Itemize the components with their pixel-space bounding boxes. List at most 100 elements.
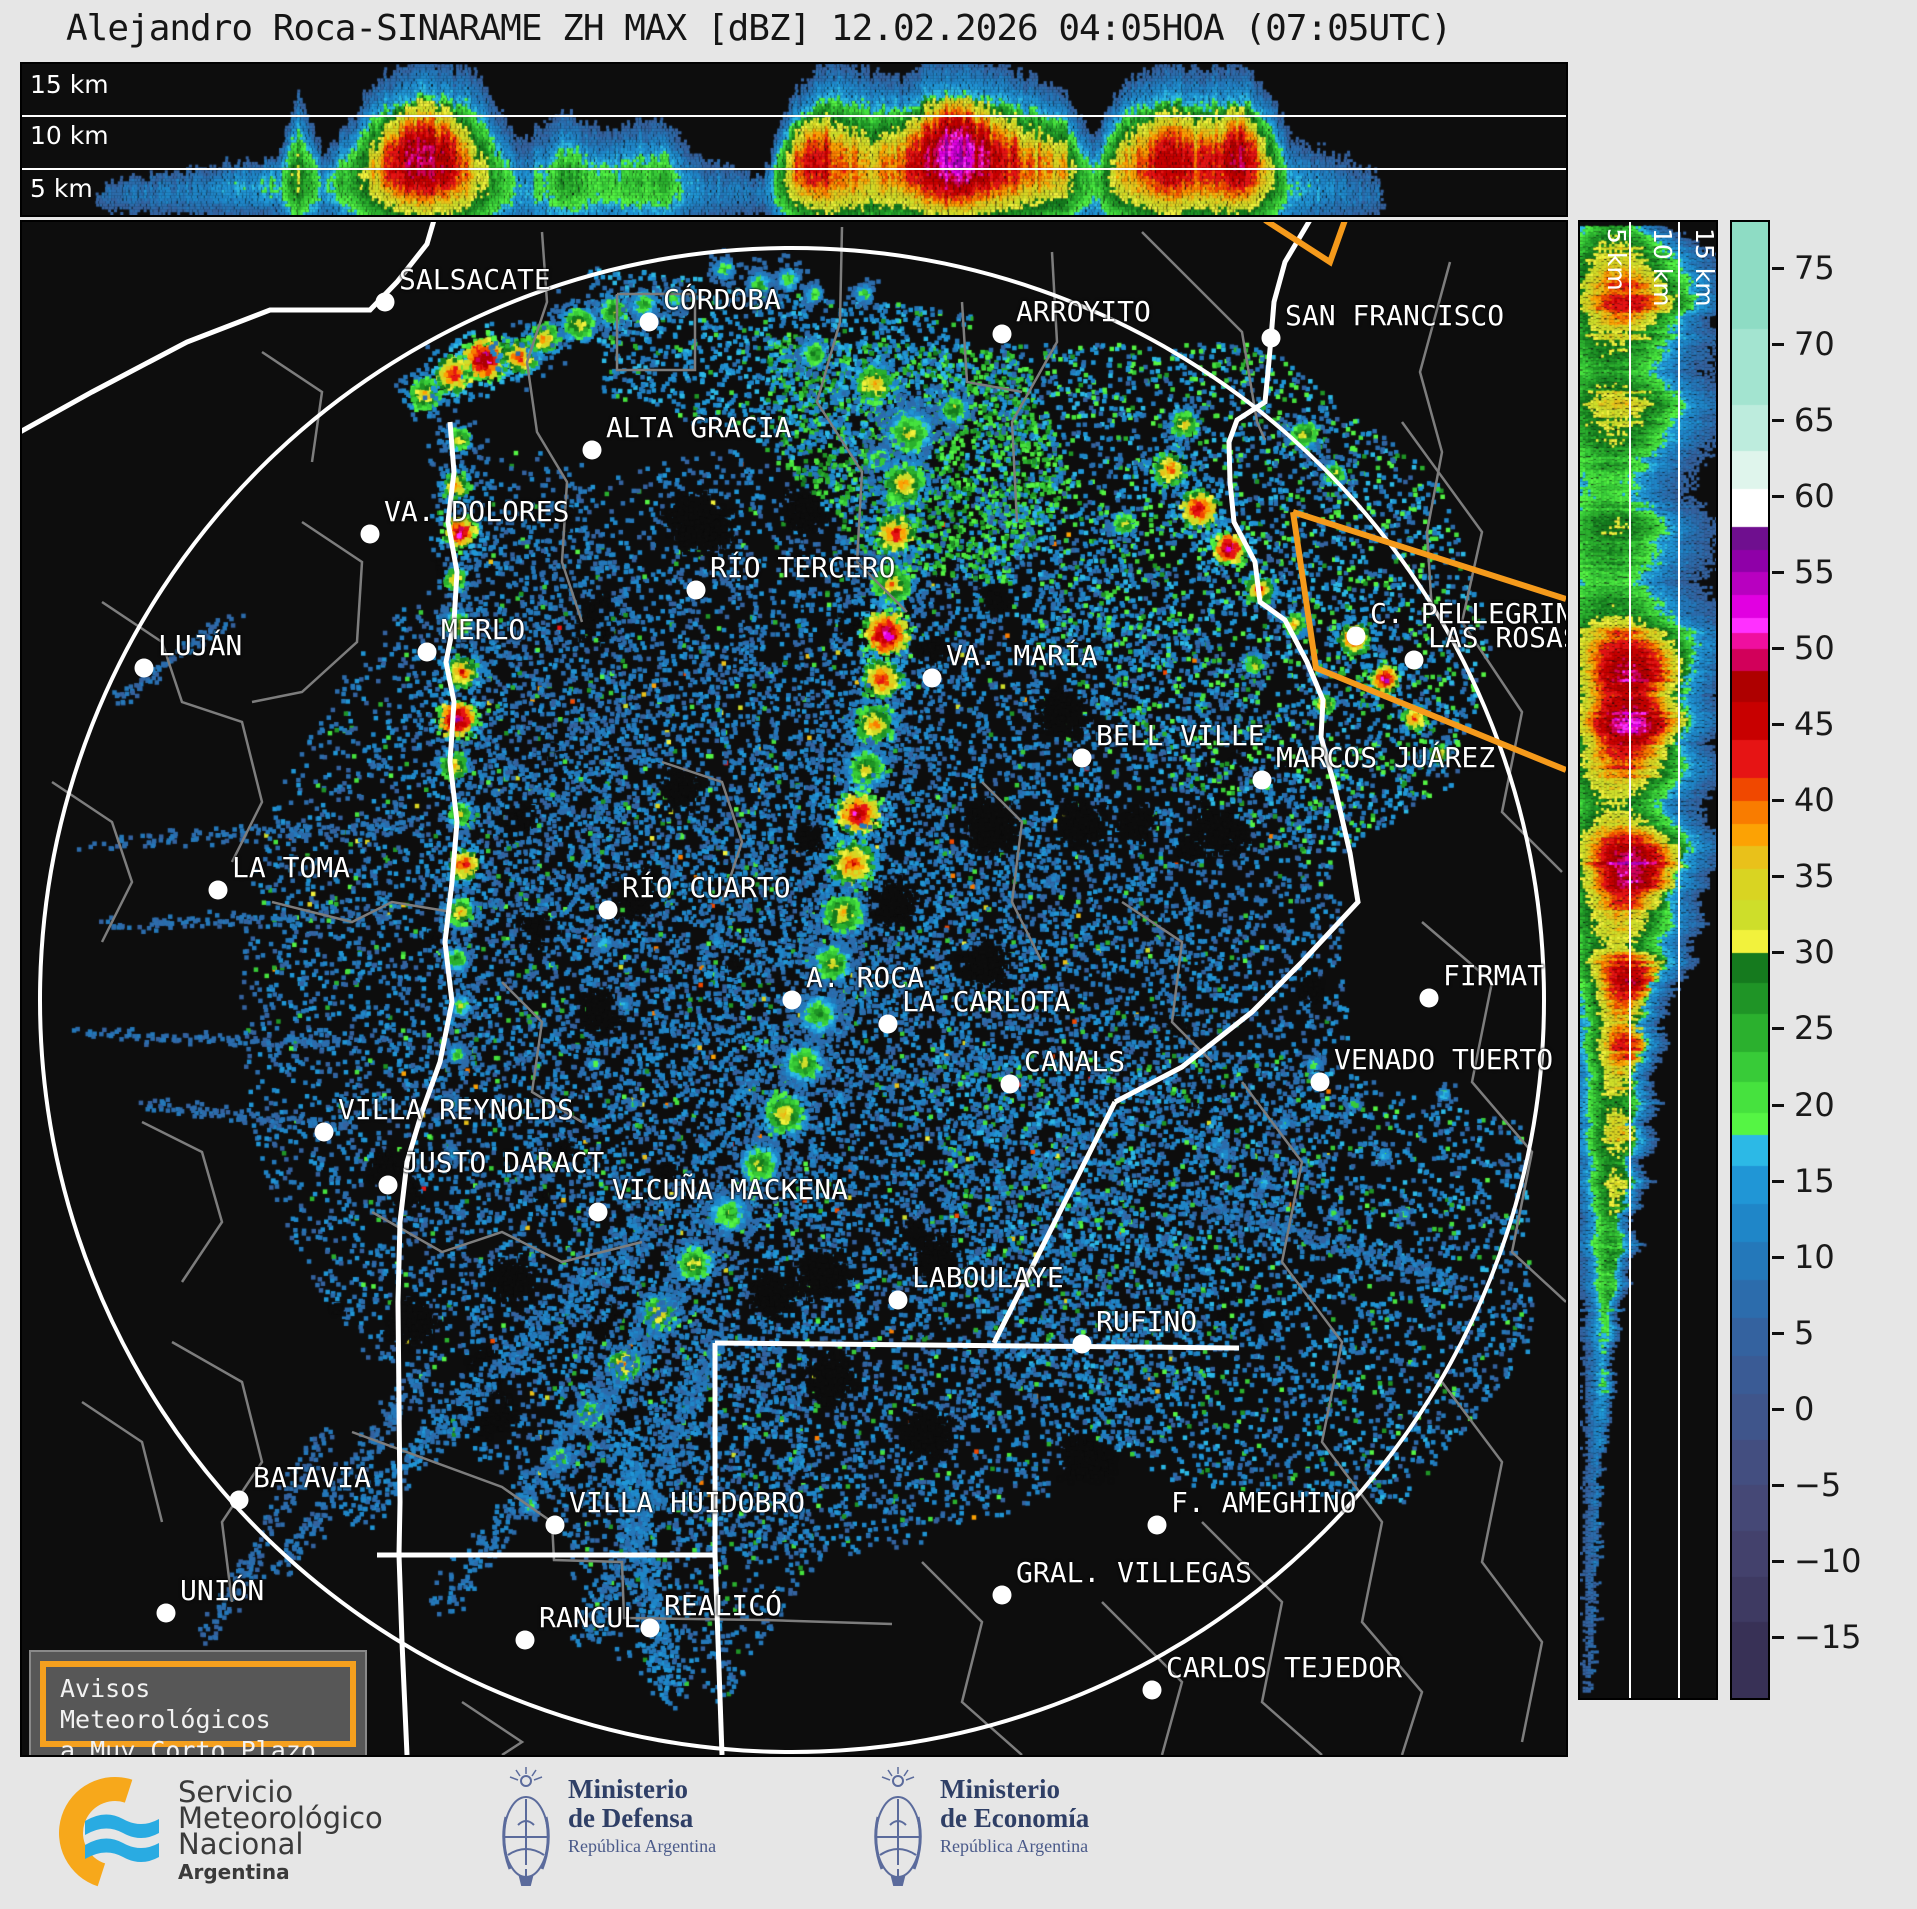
department-border-line (271, 900, 453, 924)
department-border-line (1441, 1381, 1544, 1743)
city-label: VENADO TUERTO (1334, 1043, 1554, 1076)
city-label: ALTA GRACIA (606, 411, 792, 444)
colorbar-tick (1772, 875, 1784, 879)
city-label: CANALS (1024, 1045, 1126, 1078)
province-border-line (395, 421, 460, 1755)
economia-logo-text: Ministerio de Economía República Argenti… (940, 1775, 1089, 1857)
city-label: GRAL. VILLEGAS (1016, 1556, 1253, 1589)
defensa-name2: de Defensa (568, 1803, 694, 1833)
colorbar-tick-label: 10 (1794, 1237, 1835, 1276)
city-dot (1072, 1334, 1092, 1354)
defensa-name1: Ministerio (568, 1774, 688, 1804)
colorbar-tick (1772, 418, 1784, 422)
city-label: RÍO CUARTO (622, 871, 791, 904)
footer-logos: Servicio Meteorológico Nacional Argentin… (0, 1761, 1917, 1909)
city-dot (639, 312, 659, 332)
city-dot (598, 900, 618, 920)
province-border-line (22, 222, 437, 434)
city-dot (417, 642, 437, 662)
colorbar-tick (1772, 1560, 1784, 1564)
city-dot (782, 990, 802, 1010)
height-label-10km: 10 km (30, 121, 109, 150)
city-label: JUSTO DARACT (402, 1146, 605, 1179)
top-cross-section-canvas (22, 64, 1566, 215)
height-label-5km-side: 5 km (1602, 228, 1631, 291)
dbz-colorbar-canvas (1732, 222, 1768, 1698)
city-label: CARLOS TEJEDOR (1166, 1651, 1403, 1684)
city-dot (1142, 1680, 1162, 1700)
colorbar-tick (1772, 570, 1784, 574)
city-dot (1072, 748, 1092, 768)
city-dot (515, 1630, 535, 1650)
colorbar-tick-label: 25 (1794, 1009, 1835, 1048)
department-border-line (81, 1400, 164, 1523)
city-label: VA. MARÍA (946, 639, 1098, 672)
warning-advisory-text: Avisos Meteorológicos a Muy Corto Plazo (40, 1661, 356, 1755)
economia-coat-of-arms-icon (874, 1765, 922, 1887)
warning-polygon-outline (1290, 511, 1566, 773)
city-dot (1419, 988, 1439, 1008)
department-border-line (141, 1120, 224, 1283)
colorbar-tick-label: 30 (1794, 933, 1835, 972)
city-label: SAN FRANCISCO (1285, 299, 1505, 332)
city-label: SALSACATE (399, 263, 551, 296)
colorbar-tick (1772, 1255, 1784, 1259)
city-label: ARROYITO (1016, 295, 1151, 328)
colorbar-tick-label: −10 (1794, 1542, 1862, 1581)
city-label: A. ROCA (806, 961, 925, 994)
city-dot (1000, 1074, 1020, 1094)
city-label: LUJÁN (158, 629, 243, 662)
side-cross-section-canvas (1580, 222, 1716, 1698)
colorbar-tick (1772, 723, 1784, 727)
smn-logo-icon (59, 1777, 159, 1887)
department-border-line (461, 1700, 525, 1755)
city-dot (992, 324, 1012, 344)
colorbar-tick-label: 5 (1794, 1313, 1815, 1352)
economia-sub: República Argentina (940, 1836, 1089, 1856)
colorbar-tick-label: 40 (1794, 781, 1835, 820)
city-label: RÍO TERCERO (710, 551, 896, 584)
department-border-line (101, 600, 264, 863)
province-border-line (712, 1554, 725, 1755)
city-label: BATAVIA (253, 1461, 372, 1494)
department-border-line (661, 760, 744, 903)
city-dot (686, 580, 706, 600)
province-border-line (1113, 222, 1361, 1105)
department-border-line (371, 1210, 643, 1264)
province-border-line (714, 1340, 1240, 1351)
colorbar-tick (1772, 1331, 1784, 1335)
city-dot (360, 524, 380, 544)
city-dot (229, 1490, 249, 1510)
city-label: VICUÑA MACKENA (612, 1173, 849, 1206)
gridline-5km (22, 168, 1566, 170)
city-label: BELL VILLE (1096, 719, 1265, 752)
department-border-line (1201, 1521, 1323, 1755)
defensa-sub: República Argentina (568, 1836, 717, 1856)
city-dot (545, 1515, 565, 1535)
department-border-line (981, 781, 1044, 963)
department-border-line (1418, 261, 1452, 613)
department-border-line (815, 226, 908, 613)
colorbar-tick (1772, 1027, 1784, 1031)
city-dot (1147, 1515, 1167, 1535)
colorbar-tick (1772, 494, 1784, 498)
city-dot (1261, 328, 1281, 348)
city-dot (888, 1290, 908, 1310)
city-label: MARCOS JUÁREZ (1276, 741, 1496, 774)
advisory-line-1: Avisos Meteorológicos (60, 1674, 271, 1734)
city-dot (922, 668, 942, 688)
page-title: Alejandro Roca-SINARAME ZH MAX [dBZ] 12.… (66, 8, 1452, 49)
map-borders-overlay (22, 222, 1566, 1755)
colorbar-tick-label: 70 (1794, 324, 1835, 363)
colorbar-tick-label: 55 (1794, 552, 1835, 591)
province-border-line (991, 1100, 1118, 1345)
city-dot (640, 1618, 660, 1638)
colorbar-tick-label: 75 (1794, 248, 1835, 287)
smn-line3: Nacional (178, 1827, 304, 1861)
city-label: LAS ROSAS (1428, 621, 1568, 654)
radar-range-ring (38, 246, 1546, 1754)
city-dot (1310, 1072, 1330, 1092)
city-dot (378, 1175, 398, 1195)
department-border-line (501, 981, 583, 1124)
